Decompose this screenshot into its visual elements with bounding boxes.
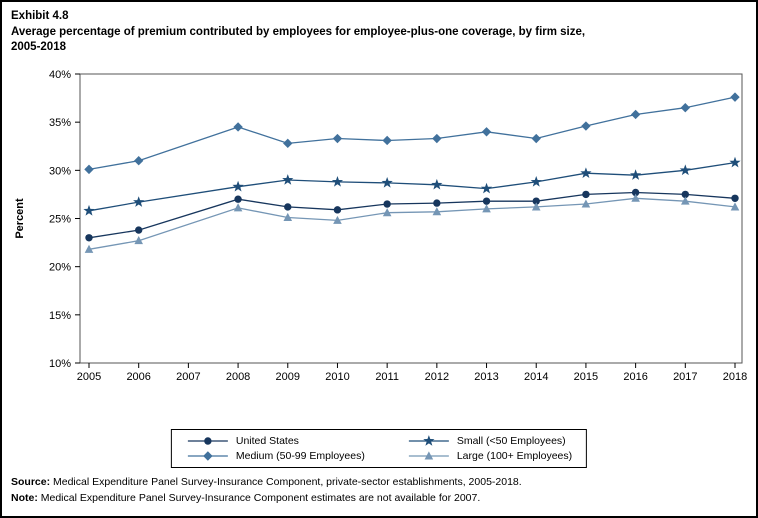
- svg-text:2010: 2010: [325, 371, 349, 383]
- legend-marker-circle-icon: [187, 437, 228, 445]
- svg-text:10%: 10%: [49, 358, 71, 370]
- source-line: Source: Medical Expenditure Panel Survey…: [11, 474, 522, 490]
- svg-text:2012: 2012: [425, 371, 449, 383]
- chart-title-line-2: 2005-2018: [11, 41, 66, 54]
- svg-text:2016: 2016: [623, 371, 647, 383]
- svg-text:2014: 2014: [524, 371, 548, 383]
- legend-marker-star-icon: [408, 435, 449, 446]
- svg-text:2017: 2017: [673, 371, 697, 383]
- legend-item-small: Small (<50 Employees): [407, 435, 572, 447]
- svg-text:30%: 30%: [49, 165, 71, 177]
- legend-label-united-states: United States: [235, 435, 299, 447]
- legend: United States Small (<50 Employees) Medi…: [170, 429, 588, 468]
- legend-label-large: Large (100+ Employees): [456, 450, 573, 462]
- legend-item-medium: Medium (50-99 Employees): [186, 450, 365, 462]
- svg-text:2015: 2015: [574, 371, 598, 383]
- chart-footer: Source: Medical Expenditure Panel Survey…: [11, 474, 522, 507]
- note-text: Medical Expenditure Panel Survey-Insuran…: [37, 492, 481, 505]
- svg-text:25%: 25%: [49, 214, 71, 226]
- chart-title-line-1: Average percentage of premium contribute…: [11, 25, 586, 38]
- chart-canvas: 10% 15% 20% 25% 30% 35% 40% 2005 2006 2007 2008 200…: [14, 69, 747, 383]
- svg-text:2009: 2009: [276, 371, 300, 383]
- legend-item-united-states: United States: [186, 435, 365, 447]
- svg-text:15%: 15%: [49, 310, 71, 322]
- series-medium-50-99-employees: [84, 92, 740, 175]
- svg-text:35%: 35%: [49, 117, 71, 129]
- svg-text:2008: 2008: [226, 371, 250, 383]
- series-small-50-employees: [83, 156, 741, 216]
- svg-text:2013: 2013: [474, 371, 498, 383]
- legend-label-small: Small (<50 Employees): [456, 435, 566, 447]
- legend-item-large: Large (100+ Employees): [407, 450, 572, 462]
- source-label: Source:: [11, 476, 51, 488]
- legend-marker-triangle-icon: [408, 451, 449, 460]
- exhibit-number: Exhibit 4.8: [11, 10, 69, 22]
- svg-text:2006: 2006: [126, 371, 150, 383]
- svg-text:40%: 40%: [49, 69, 71, 81]
- y-axis-label: Percent: [14, 198, 26, 239]
- legend-label-medium: Medium (50-99 Employees): [235, 450, 365, 462]
- series-large-100-employees: [84, 193, 740, 253]
- svg-text:2005: 2005: [77, 371, 101, 383]
- source-text: Medical Expenditure Panel Survey-Insuran…: [50, 476, 522, 488]
- chart-header: Exhibit 4.8 Average percentage of premiu…: [11, 9, 747, 56]
- note-label: Note:: [11, 492, 38, 505]
- svg-text:2011: 2011: [375, 371, 399, 383]
- svg-text:2018: 2018: [723, 371, 747, 383]
- svg-text:2007: 2007: [176, 371, 200, 383]
- note-line: Note: Medical Expenditure Panel Survey-I…: [11, 490, 522, 506]
- series-united-states: [85, 188, 739, 242]
- svg-text:20%: 20%: [49, 262, 71, 274]
- legend-marker-diamond-icon: [187, 451, 228, 461]
